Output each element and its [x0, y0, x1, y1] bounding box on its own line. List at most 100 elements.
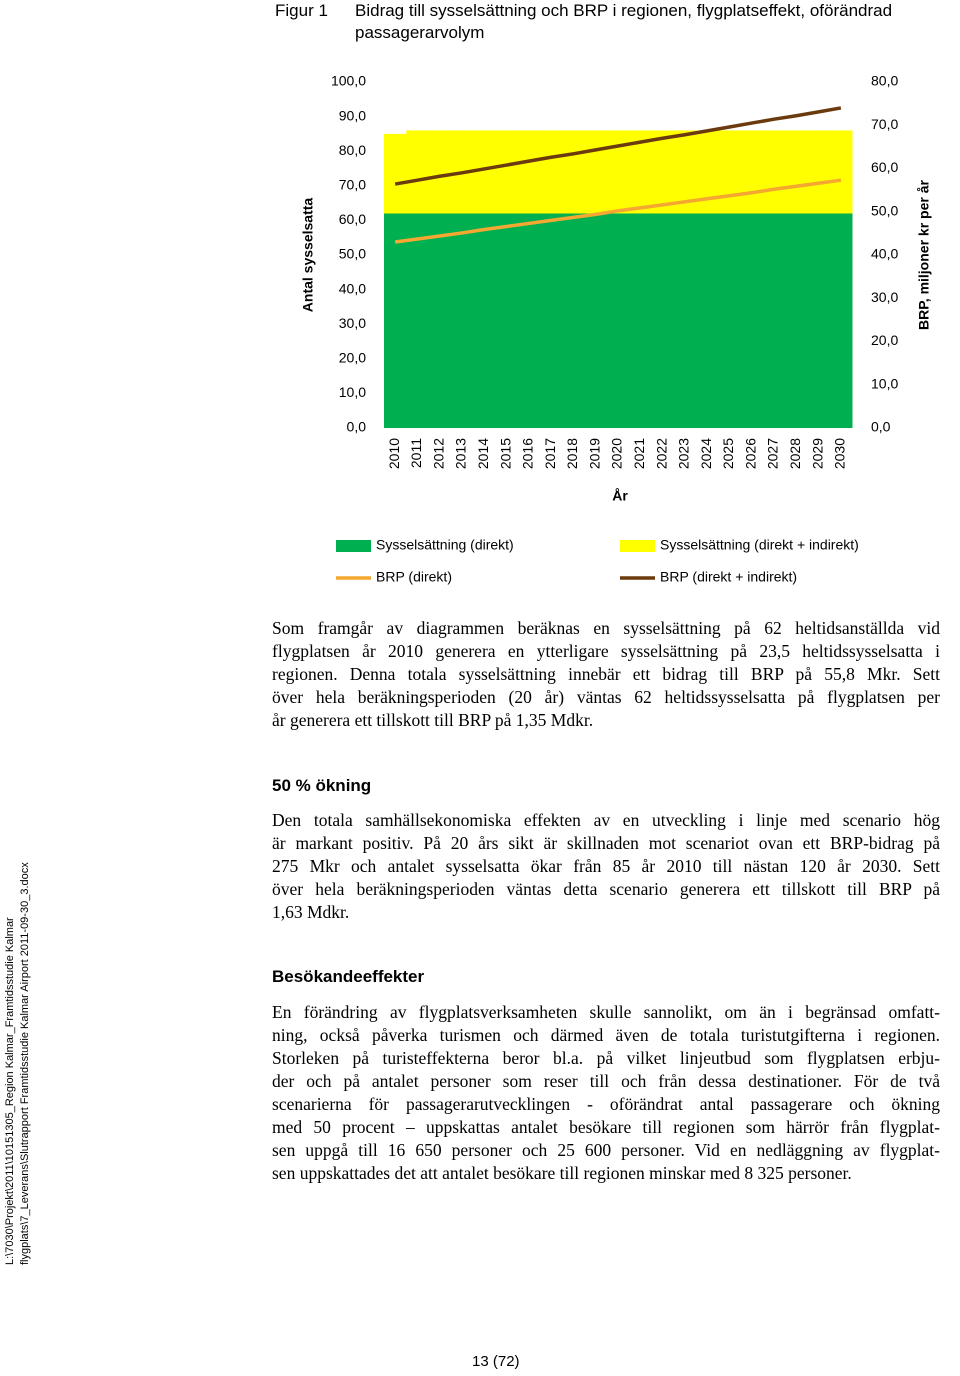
y2-tick-label: 30,0	[871, 289, 898, 305]
y2-tick-label: 80,0	[871, 73, 898, 89]
x-tick-label: 2016	[520, 438, 536, 469]
caption-line: Bidrag till sysselsättning och BRP i reg…	[355, 1, 893, 20]
y2-tick-label: 20,0	[871, 332, 898, 348]
y-tick-label: 0,0	[347, 419, 367, 435]
x-tick-label: 2014	[475, 438, 491, 469]
x-tick-label: 2023	[676, 438, 692, 469]
legend-label: Sysselsättning (direkt + indirekt)	[660, 537, 859, 553]
text-line: är markant positiv. På 20 års sikt är sk…	[272, 833, 940, 853]
text-line: der och på antalet personer som reser ti…	[272, 1071, 940, 1091]
area-segment	[696, 213, 719, 428]
x-tick-label: 2028	[787, 438, 803, 469]
x-tick-label: 2021	[631, 438, 647, 469]
x-tick-label: 2025	[720, 438, 736, 469]
y-tick-label: 10,0	[339, 384, 366, 400]
x-axis-title: År	[612, 488, 628, 504]
area-segment	[606, 213, 630, 428]
file-path-line: L:\7030\Projekt\2011\10151305_Region Kal…	[4, 917, 16, 1265]
area-segment	[406, 213, 430, 428]
text-line: flygplatsen år 2010 generera en ytterlig…	[272, 641, 940, 661]
y-tick-label: 100,0	[331, 73, 366, 89]
y-tick-label: 80,0	[339, 142, 366, 158]
area-segment	[673, 213, 697, 428]
x-tick-label: 2029	[809, 438, 825, 469]
legend-label: BRP (direkt + indirekt)	[660, 569, 797, 585]
line-series	[394, 106, 842, 186]
text-line: Storleken på turisteffekterna beror bl.a…	[272, 1048, 940, 1068]
y-tick-label: 70,0	[339, 177, 366, 193]
area-segment	[562, 213, 586, 428]
area-segment	[807, 213, 831, 428]
y2-tick-label: 50,0	[871, 202, 898, 218]
text-line: scenarierna för passagerarutvecklingen -…	[272, 1094, 940, 1114]
file-path: L:\7030\Projekt\2011\10151305_Region Kal…	[3, 845, 33, 1265]
y-tick-label: 40,0	[339, 280, 366, 296]
legend-swatch	[336, 540, 371, 552]
area-segment	[584, 213, 608, 428]
text-line: över hela beräkningsperioden (20 år) vän…	[272, 687, 940, 707]
x-tick-label: 2030	[832, 438, 848, 469]
x-tick-label: 2015	[497, 438, 513, 469]
area-segment	[629, 213, 652, 428]
area-segment	[517, 213, 541, 428]
text-line: Den totala samhällsekonomiska effekten a…	[272, 810, 940, 830]
x-tick-label: 2020	[609, 438, 625, 469]
y-tick-label: 30,0	[339, 315, 366, 331]
text-line: med 50 procent – uppskattas antalet besö…	[272, 1117, 940, 1137]
area-segment	[829, 213, 853, 428]
figure-label: Figur 1	[275, 1, 328, 20]
text-line: En förändring av flygplatsverksamheten s…	[272, 1002, 940, 1022]
x-tick-label: 2017	[542, 438, 558, 469]
text-line: över hela beräkningsperioden väntas dett…	[272, 879, 940, 899]
y2-tick-label: 10,0	[871, 375, 898, 391]
area-segment	[428, 213, 452, 428]
text-line: regionen. Denna totala sysselsättning in…	[272, 664, 940, 684]
section-heading: Besökandeeffekter	[272, 967, 425, 986]
chart: 0,0 10,0 20,0 30,0 40,0 50,0 60,0 70,0 80,0 90,0 1…	[300, 73, 932, 585]
x-tick-label: 2027	[765, 438, 781, 469]
y-tick-label: 90,0	[339, 107, 366, 123]
legend-label: Sysselsättning (direkt)	[376, 537, 514, 553]
text-line: sen uppgå till 16 650 personer och 25 60…	[272, 1140, 940, 1160]
file-path-line: flygplats\7_Leverans\Slutrapport Framtid…	[19, 862, 31, 1265]
area-segment	[718, 213, 742, 428]
y2-tick-label: 40,0	[871, 246, 898, 262]
y2-tick-label: 0,0	[871, 419, 891, 435]
x-tick-label: 2012	[430, 438, 446, 469]
x-tick-label: 2010	[386, 438, 402, 469]
text-line: 275 Mkr och antalet sysselsatta ökar frå…	[272, 856, 940, 876]
area-segment	[740, 213, 764, 428]
y-tick-label: 60,0	[339, 211, 366, 227]
line-series	[394, 178, 842, 244]
x-tick-label: 2024	[698, 438, 714, 469]
area-segment	[473, 213, 496, 428]
area-segment	[785, 213, 808, 428]
x-tick-label: 2026	[742, 438, 758, 469]
x-tick-label: 2013	[453, 438, 469, 469]
text-line: ning, också påverka turismen och därmed …	[272, 1025, 940, 1045]
text-line: 1,63 Mdkr.	[272, 902, 350, 922]
page-number: 13 (72)	[472, 1353, 520, 1370]
y-tick-label: 20,0	[339, 350, 366, 366]
x-tick-label: 2018	[564, 438, 580, 469]
y-tick-label: 50,0	[339, 246, 366, 262]
section-heading: 50 % ökning	[272, 776, 372, 795]
x-tick-label: 2022	[653, 438, 669, 469]
text-line: år generera ett tillskott till BRP på 1,…	[272, 710, 594, 730]
caption-line: passagerarvolym	[355, 23, 485, 42]
area-segment	[384, 213, 407, 428]
area-segment	[540, 213, 563, 428]
y2-axis-title: BRP, miljoner kr per år	[916, 179, 932, 329]
area-segment	[495, 213, 519, 428]
area-segment	[762, 213, 786, 428]
area-segment	[651, 213, 675, 428]
legend-label: BRP (direkt)	[376, 569, 452, 585]
x-tick-label: 2019	[586, 438, 602, 469]
figure-caption: Bidrag till sysselsättning och BRP i reg…	[355, 0, 892, 44]
y2-tick-label: 60,0	[871, 159, 898, 175]
text-line: Som framgår av diagrammen beräknas en sy…	[272, 618, 940, 638]
x-tick-label: 2011	[408, 438, 424, 468]
area-segment	[450, 213, 474, 428]
y-axis-title: Antal sysselsatta	[300, 198, 316, 313]
